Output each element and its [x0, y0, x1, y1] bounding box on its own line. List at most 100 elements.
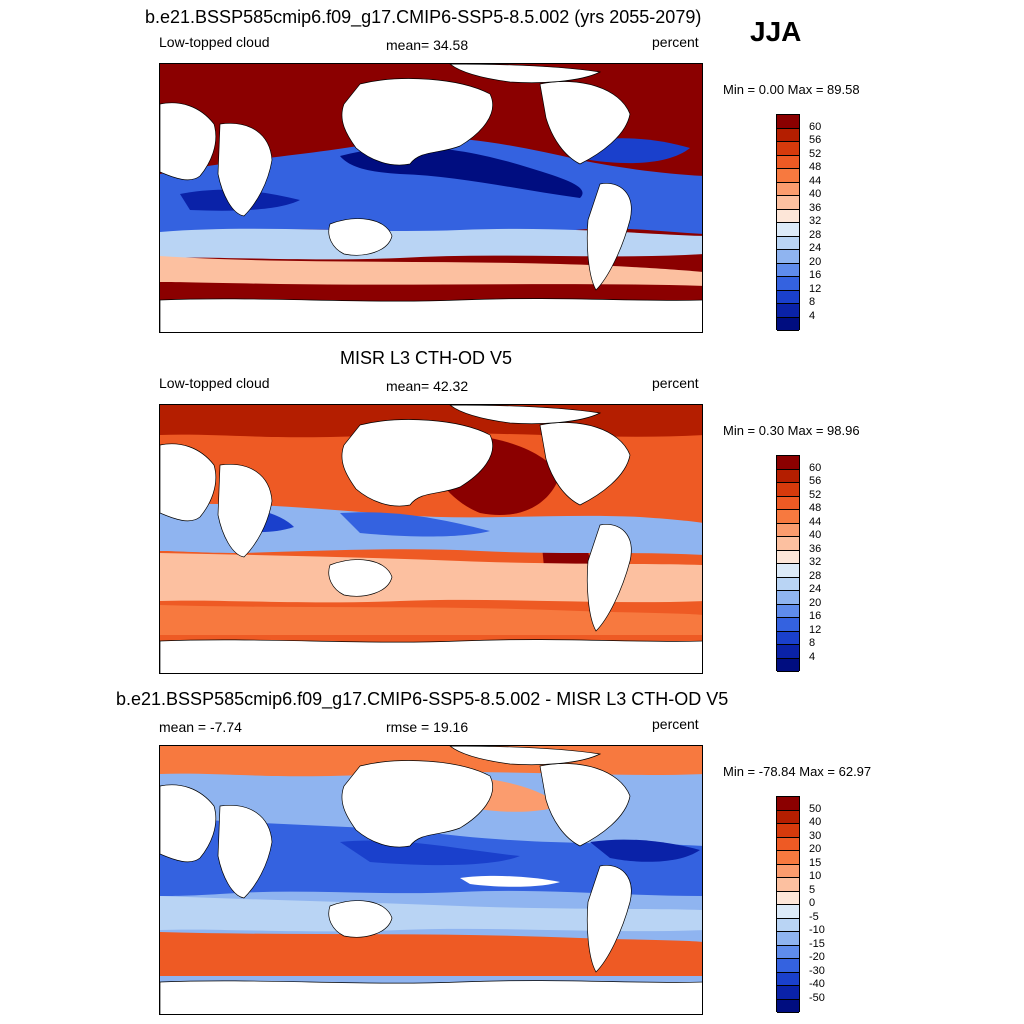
colorbar-swatch — [777, 564, 799, 578]
colorbar-swatch — [777, 483, 799, 497]
colorbar-tick-label: 16 — [809, 610, 822, 622]
colorbar-swatch — [777, 209, 799, 223]
colorbar-swatch — [777, 496, 799, 510]
colorbar-swatch — [777, 115, 799, 129]
colorbar-tick-label: 4 — [809, 309, 816, 322]
colorbar-swatch — [777, 932, 799, 946]
colorbar-tick-label: 20 — [809, 255, 822, 268]
colorbar-tick-label: -50 — [809, 991, 825, 1004]
colorbar-tick-label: -10 — [809, 924, 825, 936]
colorbar-tick-label: -5 — [809, 910, 819, 923]
panel-2-colorbar: 60 56 52 48 44 40 36 32 28 24 20 16 12 8 4 — [776, 455, 821, 672]
colorbar-tick-label: 48 — [809, 161, 822, 173]
colorbar-swatch — [777, 999, 799, 1013]
panel-1-title: b.e21.BSSP585cmip6.f09_g17.CMIP6-SSP5-8.… — [145, 7, 702, 27]
colorbar-tick-label: 10 — [809, 870, 822, 882]
colorbar-tick-label: 28 — [809, 569, 822, 582]
colorbar-tick-label: 40 — [809, 188, 822, 200]
colorbar-swatch — [777, 810, 799, 824]
colorbar-tick-label: -30 — [809, 964, 825, 977]
colorbar-tick-label: 52 — [809, 147, 822, 160]
colorbar-swatch — [777, 918, 799, 932]
colorbar-tick-label: 60 — [809, 461, 822, 474]
colorbar-swatch — [777, 645, 799, 659]
colorbar-tick-label: 44 — [809, 174, 822, 187]
colorbar-swatch — [777, 824, 799, 838]
colorbar-swatch — [777, 290, 799, 304]
colorbar-tick-label: 20 — [809, 843, 822, 855]
panel-2-map — [159, 404, 703, 674]
season-label: JJA — [750, 16, 802, 47]
colorbar-swatch — [777, 631, 799, 645]
panel-2-title: MISR L3 CTH-OD V5 — [340, 348, 513, 368]
colorbar-swatch — [777, 891, 799, 905]
colorbar-swatch — [777, 263, 799, 277]
colorbar-tick-label: 8 — [809, 296, 816, 308]
colorbar-swatch — [777, 142, 799, 156]
colorbar-swatch — [777, 550, 799, 564]
colorbar-swatch — [777, 155, 799, 169]
colorbar-tick-label: 36 — [809, 201, 822, 214]
colorbar-tick-label: 56 — [809, 134, 822, 146]
panel-1-colorbar: 60 56 52 48 44 40 36 32 28 24 20 16 12 8 4 — [776, 114, 821, 331]
colorbar-tick-label: 24 — [809, 242, 822, 254]
colorbar-tick-label: 40 — [809, 816, 822, 828]
colorbar-tick-label: 24 — [809, 583, 822, 595]
colorbar-swatch — [777, 851, 799, 865]
colorbar-tick-label: 60 — [809, 120, 822, 133]
colorbar-swatch — [777, 169, 799, 183]
colorbar-swatch — [777, 577, 799, 591]
colorbar-tick-label: 12 — [809, 623, 822, 636]
colorbar-tick-label: 40 — [809, 529, 822, 541]
colorbar-swatch — [777, 945, 799, 959]
colorbar-swatch — [777, 523, 799, 537]
panel-1-units-label: percent — [652, 34, 699, 50]
colorbar-tick-label: 36 — [809, 542, 822, 555]
colorbar-swatch — [777, 277, 799, 291]
colorbar-swatch — [777, 510, 799, 524]
colorbar-tick-label: -20 — [809, 951, 825, 963]
colorbar-swatch — [777, 604, 799, 618]
colorbar-swatch — [777, 878, 799, 892]
colorbar-swatch — [777, 837, 799, 851]
colorbar-tick-label: 32 — [809, 556, 822, 568]
colorbar-tick-label: 4 — [809, 650, 816, 663]
colorbar-swatch — [777, 864, 799, 878]
colorbar-tick-label: 32 — [809, 215, 822, 227]
colorbar-tick-label: 5 — [809, 883, 816, 896]
colorbar-swatch — [777, 182, 799, 196]
panel-3-mean-label: mean = -7.74 — [159, 719, 242, 735]
colorbar-swatch — [777, 196, 799, 210]
panel-1-map-field — [160, 64, 702, 332]
colorbar-swatch — [777, 959, 799, 973]
colorbar-tick-label: 48 — [809, 502, 822, 514]
colorbar-swatch — [777, 972, 799, 986]
panel-3-map — [159, 745, 703, 1015]
colorbar-tick-label: 52 — [809, 488, 822, 501]
colorbar-tick-label: 15 — [809, 856, 822, 869]
colorbar-tick-label: 30 — [809, 829, 822, 842]
colorbar-swatch — [777, 537, 799, 551]
panel-3-title: b.e21.BSSP585cmip6.f09_g17.CMIP6-SSP5-8.… — [116, 689, 729, 709]
colorbar-swatch — [777, 223, 799, 237]
panel-3-rmse-label: rmse = 19.16 — [386, 719, 469, 735]
colorbar-swatch — [777, 317, 799, 331]
colorbar-swatch — [777, 905, 799, 919]
panel-2-minmax-label: Min = 0.30 Max = 98.96 — [723, 423, 860, 438]
colorbar-swatch — [777, 986, 799, 1000]
colorbar-swatch — [777, 469, 799, 483]
colorbar-swatch — [777, 236, 799, 250]
colorbar-tick-label: 56 — [809, 475, 822, 487]
panel-1-variable-label: Low-topped cloud — [159, 34, 270, 50]
panel-2-mean-label: mean= 42.32 — [386, 378, 469, 394]
colorbar-swatch — [777, 618, 799, 632]
colorbar-tick-label: 44 — [809, 515, 822, 528]
panel-3-minmax-label: Min = -78.84 Max = 62.97 — [723, 764, 872, 779]
colorbar-tick-label: 12 — [809, 282, 822, 295]
panel-3-units-label: percent — [652, 716, 699, 732]
panel-1-mean-label: mean= 34.58 — [386, 37, 469, 53]
colorbar-tick-label: 16 — [809, 269, 822, 281]
colorbar-tick-label: 0 — [809, 897, 816, 909]
colorbar-swatch — [777, 304, 799, 318]
colorbar-swatch — [777, 658, 799, 672]
